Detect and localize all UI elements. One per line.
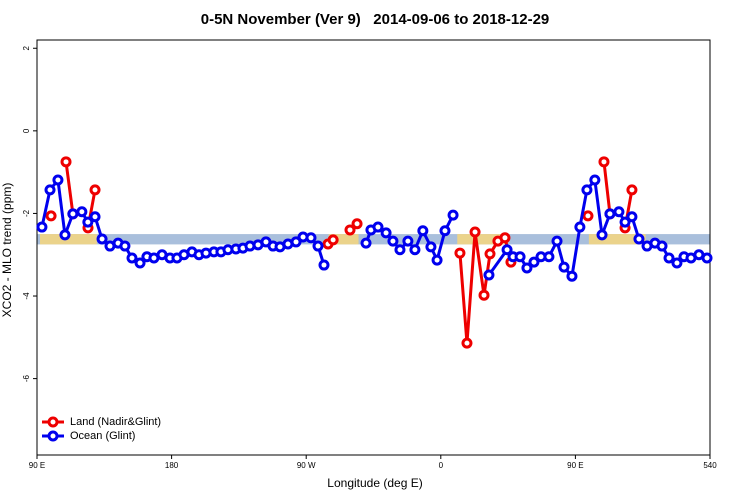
data-point [394,244,406,256]
data-point [305,232,317,244]
data-point [501,244,513,256]
data-point [67,208,79,220]
data-point [484,248,496,260]
data-point [551,235,563,247]
x-tick-label: 540 [703,461,717,470]
data-point [318,259,330,271]
data-point [387,235,399,247]
data-point [126,252,138,264]
reference-band [37,234,710,245]
data-point [483,269,495,281]
y-tick-label: -4 [22,292,31,300]
data-point [312,240,324,252]
band-highlight [588,234,646,245]
band-highlight [328,234,359,245]
data-point [425,241,437,253]
data-point [59,229,71,241]
data-point [626,184,638,196]
data-point [327,234,339,246]
x-tick-label: 90 E [29,461,45,470]
data-point [613,206,625,218]
data-point [409,244,421,256]
data-point [558,261,570,273]
data-point [96,233,108,245]
data-point [663,252,675,264]
data-point [402,235,414,247]
data-point [604,208,616,220]
data-point [89,184,101,196]
data-point [82,216,94,228]
data-point [372,221,384,233]
data-point [626,211,638,223]
data-point [469,226,481,238]
data-point [582,210,594,222]
data-point [598,156,610,168]
data-point [36,221,48,233]
data-point [589,174,601,186]
data-point [351,218,363,230]
y-tick-label: -2 [22,209,31,217]
data-point [528,256,540,268]
data-point [633,233,645,245]
data-point [478,289,490,301]
x-tick-label: 0 [439,461,444,470]
data-point [360,237,372,249]
y-tick-label: 2 [22,45,31,50]
data-point [89,211,101,223]
data-point [52,174,64,186]
x-tick-label: 180 [165,461,179,470]
x-tick-label: 90 W [297,461,316,470]
data-point [596,229,608,241]
data-point [45,210,57,222]
band-highlight [457,234,509,245]
legend-label: Ocean (Glint) [70,430,135,442]
data-point [76,206,88,218]
data-point [44,184,56,196]
data-point [417,225,429,237]
data-point [581,184,593,196]
data-point [134,257,146,269]
data-point [619,216,631,228]
data-point [431,254,443,266]
data-point [574,221,586,233]
data-point [671,257,683,269]
data-point [461,337,473,349]
data-point [290,236,302,248]
data-point [439,225,451,237]
data-point [119,240,131,252]
data-point [499,232,511,244]
data-point [701,252,713,264]
y-tick-label: 0 [22,128,31,133]
plot-frame [36,39,711,456]
chart-title: 0-5N November (Ver 9) 2014-09-06 to 2018… [201,11,550,28]
data-point [380,227,392,239]
data-point [543,251,555,263]
band-highlight [39,234,97,245]
data-point [521,262,533,274]
data-point [60,156,72,168]
x-tick-label: 90 E [567,461,583,470]
data-point [656,240,668,252]
data-point [447,209,459,221]
y-tick-label: -6 [22,375,31,383]
y-axis-label: XCO2 - MLO trend (ppm) [0,183,14,318]
legend-marker [47,416,59,428]
x-axis-label: Longitude (deg E) [327,476,422,490]
legend-label: Land (Nadir&Glint) [70,416,161,428]
data-point [566,270,578,282]
data-point [344,224,356,236]
data-point [454,247,466,259]
data-point [514,251,526,263]
legend-marker [47,430,59,442]
